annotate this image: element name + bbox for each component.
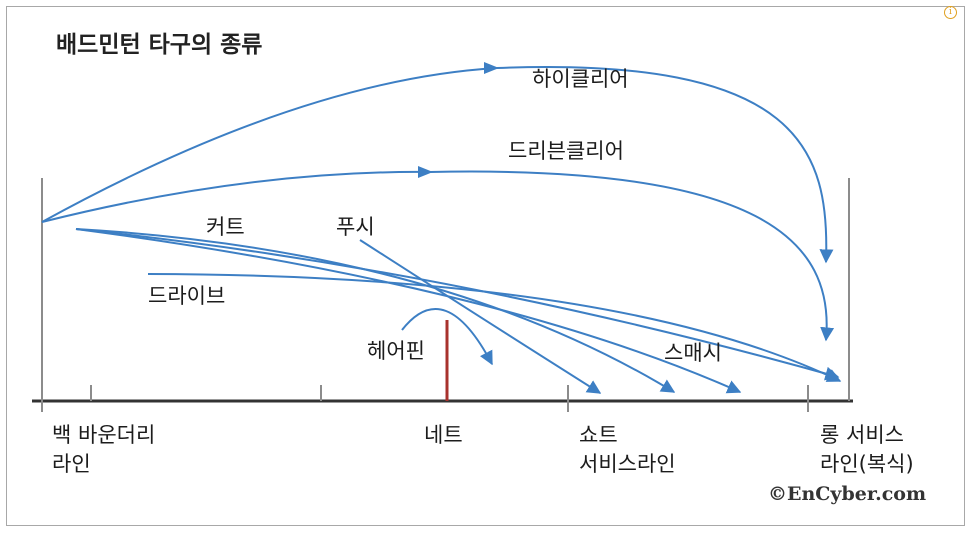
drive-clear-trajectory-2 bbox=[429, 170, 835, 342]
short-service-label-line2: 서비스라인 bbox=[579, 452, 676, 476]
diagram-frame bbox=[6, 6, 965, 526]
high-clear-label: 하이클리어 bbox=[532, 67, 629, 91]
short-service-label-line1: 쇼트 bbox=[579, 423, 618, 447]
hairpin-label: 헤어핀 bbox=[367, 339, 425, 363]
cut-trajectory-fan-1 bbox=[75, 228, 840, 381]
cut-label: 커트 bbox=[206, 215, 245, 239]
drive-clear-trajectory-1 bbox=[41, 170, 431, 223]
net-label: 네트 bbox=[424, 423, 463, 447]
long-service-label-line1: 롱 서비스 bbox=[820, 423, 904, 447]
copyright-text: ©EnCyber.com bbox=[768, 483, 926, 505]
push-label: 푸시 bbox=[336, 215, 375, 239]
hairpin-trajectory bbox=[401, 308, 493, 366]
push-trajectory bbox=[359, 239, 602, 394]
back-boundary-label-line1: 백 바운더리 bbox=[52, 423, 155, 447]
smash-label: 스매시 bbox=[664, 341, 722, 365]
page-title: 배드민턴 타구의 종류 bbox=[56, 32, 262, 58]
long-service-label-line2: 라인(복식) bbox=[820, 452, 914, 476]
cut-trajectory-fan-3 bbox=[75, 228, 676, 393]
back-boundary-label-line2: 라인 bbox=[52, 452, 91, 476]
drive-clear-arrowhead bbox=[418, 166, 433, 178]
drive-label: 드라이브 bbox=[148, 284, 225, 308]
high-clear-arrowhead bbox=[484, 62, 499, 74]
high-clear-trajectory-1 bbox=[41, 67, 498, 223]
drive-clear-label: 드리븐클리어 bbox=[508, 139, 624, 163]
info-icon[interactable]: i bbox=[944, 6, 957, 19]
drive-trajectory bbox=[147, 273, 842, 382]
cut-trajectory-fan-2 bbox=[75, 228, 742, 394]
high-clear-trajectory-2 bbox=[496, 66, 834, 264]
